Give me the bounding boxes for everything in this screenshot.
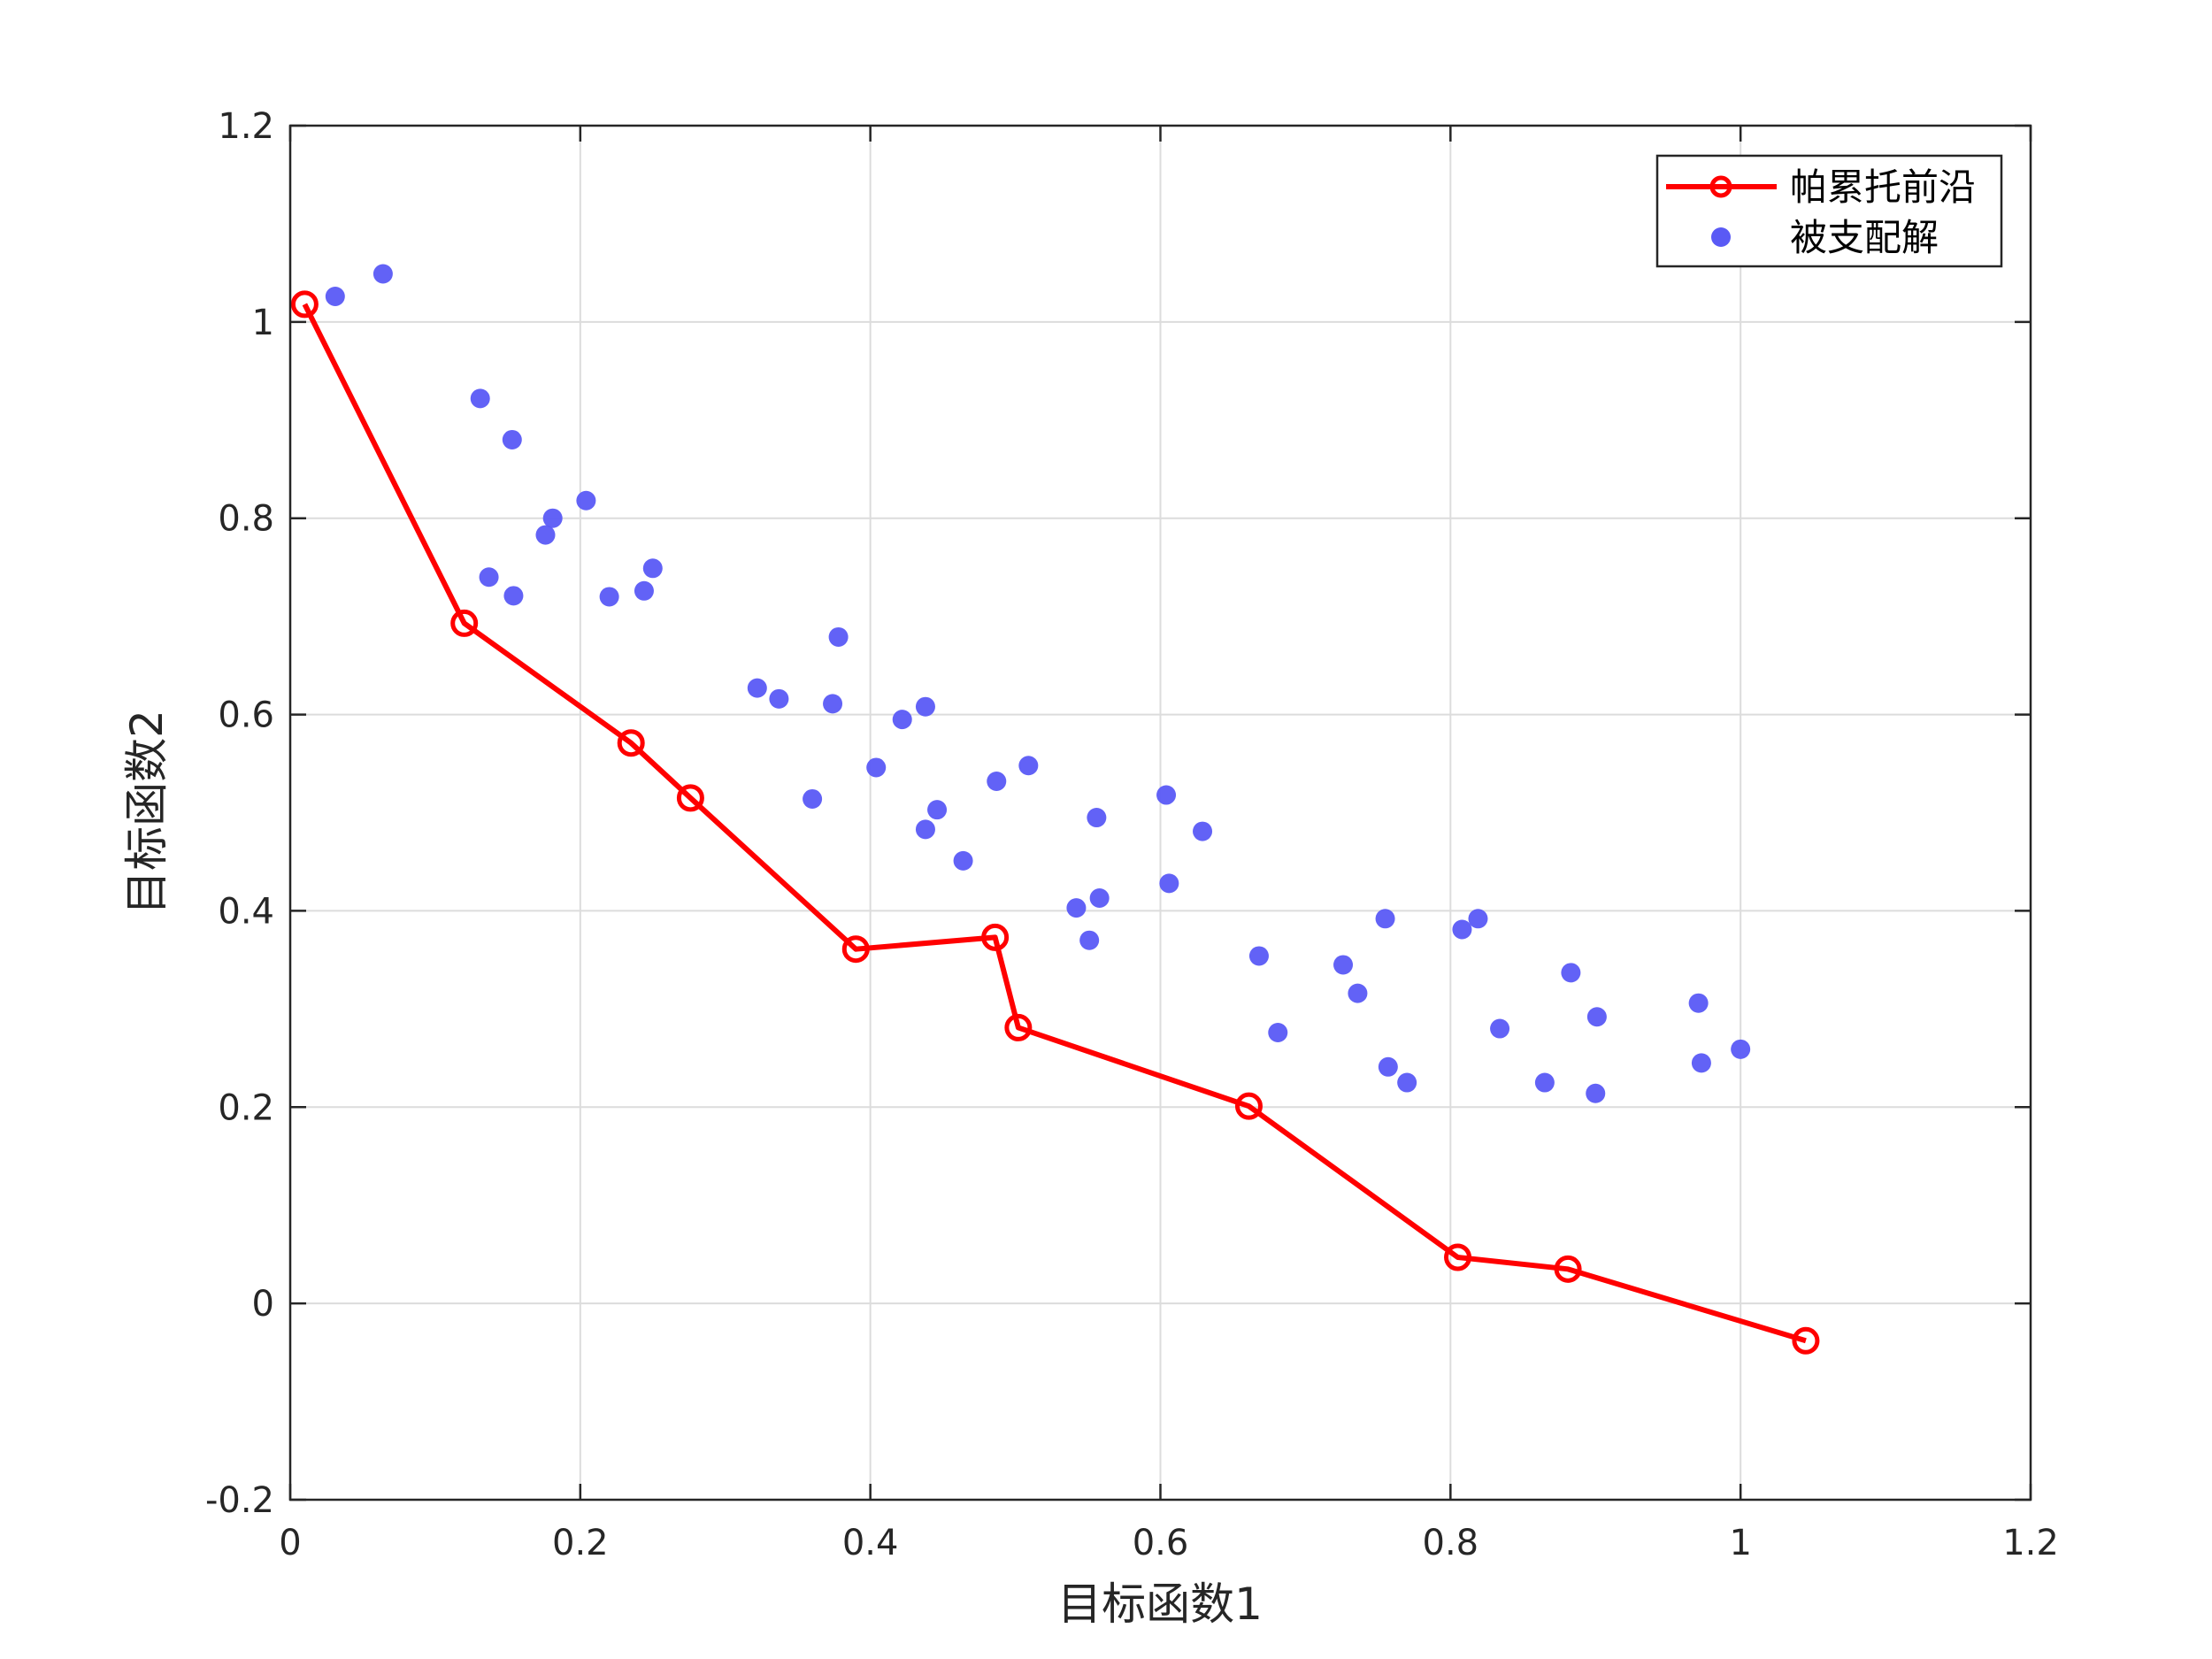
dominated-point: [1534, 1072, 1555, 1093]
dominated-point: [1688, 993, 1709, 1013]
x-tick-label: 1: [1729, 1523, 1751, 1563]
dominated-point: [803, 788, 823, 809]
legend-dot-icon: [1711, 227, 1731, 247]
y-tick-label: 0.4: [218, 891, 274, 932]
legend-box: [1655, 154, 2003, 268]
y-tick-label: -0.2: [205, 1480, 274, 1521]
dominated-point: [634, 580, 654, 601]
dominated-point: [1087, 808, 1107, 828]
dominated-point: [1397, 1072, 1417, 1093]
tick-labels: 0 0.2 0.4 0.6 0.8 1 1.2-0.200.20.40.60.811.2: [205, 106, 2059, 1563]
x-tick-label: 0.2: [552, 1523, 609, 1563]
pareto-front-line: [302, 303, 1807, 1344]
pareto-front-point: [1234, 1092, 1263, 1120]
dominated-point: [927, 800, 948, 820]
dominated-point: [953, 850, 973, 871]
y-tick-label: 1.2: [218, 106, 274, 147]
pareto-front-point: [841, 935, 870, 964]
dominated-point: [866, 757, 887, 778]
dominated-point: [1468, 909, 1488, 929]
dominated-point: [1268, 1022, 1288, 1042]
dominated-point: [1348, 983, 1368, 1003]
dominated-point: [1089, 888, 1110, 909]
x-tick-label: 0.8: [1423, 1523, 1479, 1563]
dominated-point: [535, 525, 556, 545]
legend-label-pareto-front: 帕累托前沿: [1790, 165, 1976, 209]
pareto-front-series: [290, 290, 1820, 1355]
y-axis-label: 目标函数2: [121, 710, 173, 915]
dominated-point: [1691, 1053, 1711, 1073]
dominated-point: [769, 688, 789, 709]
dominated-point: [1731, 1039, 1751, 1059]
dominated-point: [373, 264, 393, 284]
legend: 帕累托前沿 被支配解: [1655, 154, 2003, 268]
dominated-point: [823, 694, 843, 714]
dominated-point: [542, 508, 563, 528]
dominated-point: [1159, 873, 1179, 894]
dominated-point: [1452, 919, 1472, 940]
dominated-point: [503, 586, 524, 606]
y-tick-label: 0.8: [218, 499, 274, 540]
dominated-point: [642, 558, 663, 579]
x-tick-label: 0: [279, 1523, 301, 1563]
dominated-point: [470, 388, 490, 409]
x-tick-label: 1.2: [2002, 1523, 2059, 1563]
dominated-point: [325, 287, 345, 307]
dominated-point: [599, 587, 619, 607]
y-tick-label: 0.2: [218, 1087, 274, 1128]
dominated-point: [479, 567, 499, 588]
dominated-point: [747, 678, 767, 698]
dominated-point: [892, 710, 912, 730]
plot-frame: [288, 124, 2032, 1502]
pareto-front-point: [617, 729, 645, 757]
dominated-point: [828, 626, 849, 647]
pareto-front-point: [1444, 1243, 1472, 1271]
dominated-point: [915, 819, 935, 840]
pareto-front-point: [1554, 1255, 1582, 1283]
dominated-point: [1079, 930, 1100, 950]
dominated-point: [1586, 1007, 1607, 1027]
dominated-point: [987, 772, 1007, 792]
dominated-point: [1193, 821, 1213, 841]
dominated-point: [576, 490, 596, 511]
pareto-front-point: [1004, 1013, 1033, 1041]
y-tick-label: 0: [252, 1284, 274, 1325]
x-axis-label: 目标函数1: [1057, 1578, 1263, 1630]
dominated-point: [1156, 785, 1177, 805]
legend-circle-marker-icon: [1709, 175, 1732, 198]
dominated-point: [1378, 1056, 1398, 1077]
x-tick-label: 0.4: [842, 1523, 899, 1563]
dominated-point: [915, 696, 935, 717]
dominated-point: [1066, 898, 1087, 918]
pareto-front-point: [676, 784, 704, 812]
pareto-front-point: [1792, 1326, 1820, 1355]
y-tick-label: 0.6: [218, 695, 274, 736]
dominated-point: [1375, 909, 1395, 929]
dominated-point: [1333, 955, 1354, 975]
grid-lines: [290, 126, 2031, 1500]
dominated-point: [1490, 1018, 1510, 1039]
dominated-point: [1561, 963, 1581, 983]
dominated-point: [1248, 946, 1269, 966]
pareto-front-point: [290, 290, 319, 319]
dominated-point: [1018, 756, 1039, 776]
pareto-front-point: [981, 923, 1010, 951]
dominated-point: [502, 429, 522, 449]
y-tick-label: 1: [252, 303, 274, 343]
x-tick-label: 0.6: [1133, 1523, 1189, 1563]
legend-label-dominated: 被支配解: [1790, 216, 1939, 259]
dominated-series: [325, 264, 1751, 1103]
dominated-point: [1586, 1083, 1606, 1103]
pareto-front-point: [450, 609, 479, 637]
